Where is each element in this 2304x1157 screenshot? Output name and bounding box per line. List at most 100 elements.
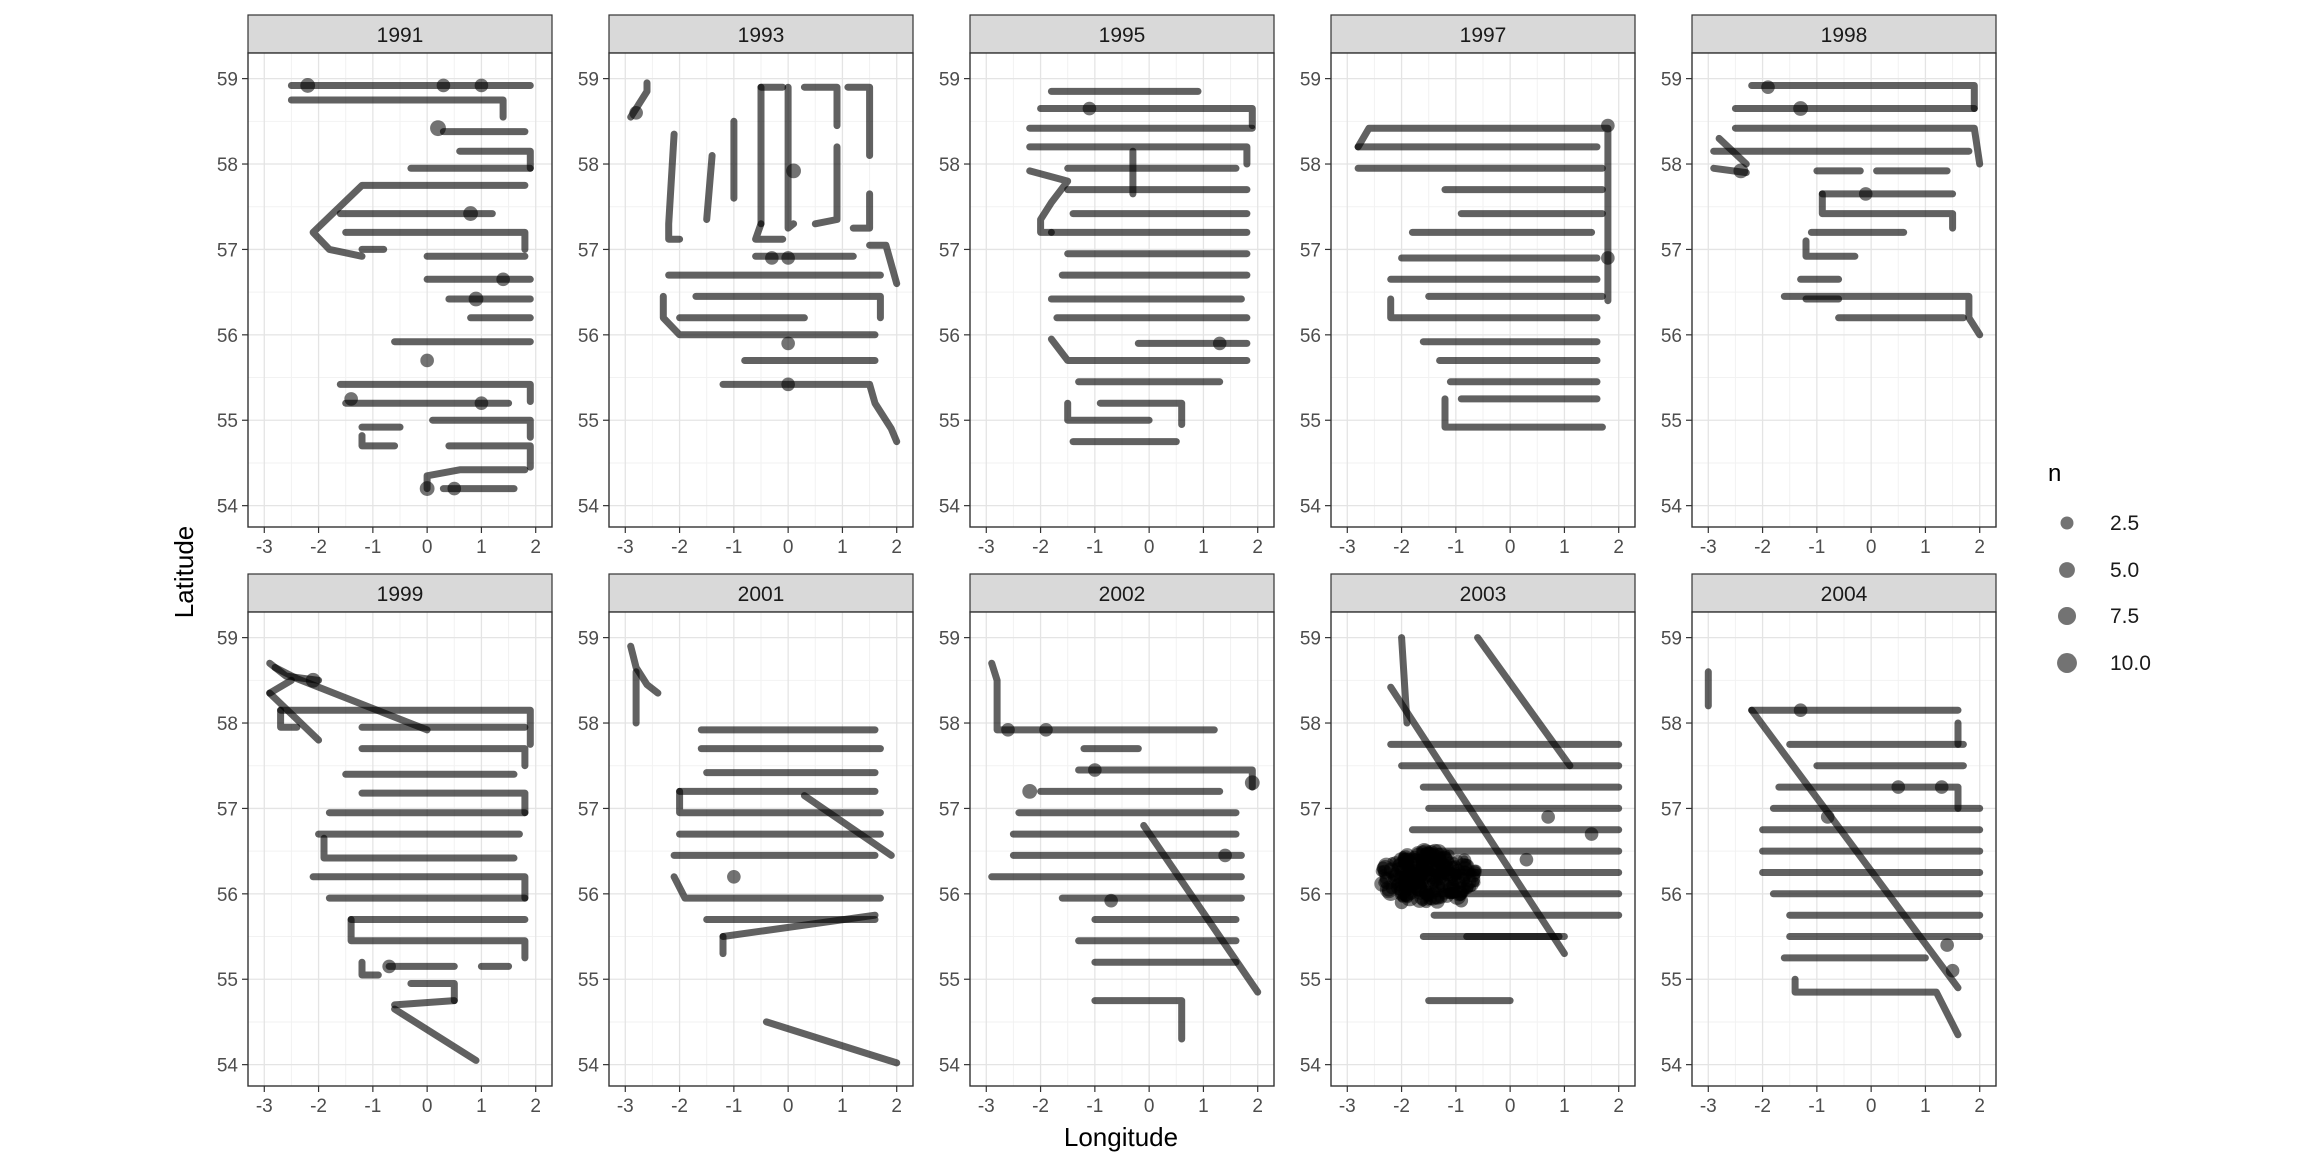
track	[670, 873, 884, 902]
panel-2004-title: 2004	[1821, 583, 1868, 606]
track	[1140, 822, 1262, 996]
track	[719, 911, 879, 940]
track	[866, 241, 901, 288]
y-tick-label: 54	[1300, 497, 1322, 518]
panel-1995: 1995 -3 -2 -1 0 1 2 54 55 56 57 58 59	[939, 14, 1275, 558]
y-tick-label: 58	[217, 714, 238, 735]
y-tick-label: 57	[1300, 799, 1321, 820]
panel-1997-points	[1354, 118, 1615, 431]
y-tick-label: 59	[578, 70, 599, 91]
y-tick-label: 55	[217, 411, 238, 432]
track	[287, 96, 507, 121]
point	[629, 105, 643, 120]
track	[627, 642, 662, 697]
track	[358, 745, 529, 770]
panel-1993: 1993 -3 -2 -1 0 1 2 54 55 56 57 58 59	[578, 14, 914, 558]
y-tick-label: 56	[939, 326, 960, 347]
track	[391, 1005, 480, 1064]
x-tick-label: 0	[783, 537, 794, 558]
x-tick-label: 1	[476, 1096, 487, 1117]
panel-2001-points	[627, 642, 901, 1067]
y-tick-label: 57	[578, 240, 599, 261]
track	[445, 442, 534, 471]
track	[659, 292, 879, 339]
y-tick-label: 56	[1300, 326, 1321, 347]
panel-1998-border	[1691, 52, 1997, 528]
panel-2003-points	[1374, 634, 1623, 1005]
point	[344, 392, 358, 406]
x-tick-label: -2	[671, 537, 688, 558]
y-tick-label: 58	[939, 714, 960, 735]
track	[800, 83, 841, 130]
track	[1441, 395, 1606, 431]
point	[305, 672, 321, 688]
y-tick-label: 56	[1661, 885, 1682, 906]
track	[1064, 399, 1153, 424]
track	[1026, 143, 1251, 168]
x-tick-label: 0	[1866, 1096, 1877, 1117]
track	[1791, 975, 1962, 1039]
track	[309, 181, 529, 260]
track	[1818, 190, 1957, 232]
track	[849, 190, 874, 232]
point	[436, 78, 451, 93]
point	[1001, 723, 1015, 737]
x-tick-label: -3	[256, 1096, 273, 1117]
y-tick-label: 55	[578, 411, 599, 432]
x-tick-label: 2	[1974, 1096, 1985, 1117]
x-tick-label: -2	[1393, 537, 1410, 558]
x-tick-label: -1	[1086, 537, 1103, 558]
point	[1820, 810, 1835, 824]
panel-2003-border	[1330, 611, 1636, 1087]
y-tick-label: 59	[217, 629, 238, 650]
point	[781, 336, 795, 351]
x-tick-label: -2	[310, 537, 327, 558]
x-tick-label: 0	[422, 1096, 433, 1117]
track	[309, 873, 529, 902]
y-tick-label: 59	[1661, 70, 1682, 91]
y-tick-label: 55	[939, 970, 960, 991]
panels-layer: 1991 -3 -2 -1 0 1 2 54 55 56 57 58 59 1993 -3 -2 -1 0 1 2 54…	[217, 14, 1997, 1117]
panel-1998: 1998 -3 -2 -1 0 1 2 54 55 56 57 58 59	[1661, 14, 1997, 558]
x-tick-label: -1	[1086, 1096, 1103, 1117]
point	[447, 481, 462, 496]
panel-2004-border	[1691, 611, 1997, 1087]
track	[407, 980, 458, 1005]
cluster-point	[1429, 873, 1444, 887]
cluster-point	[1447, 859, 1462, 875]
x-tick-label: 2	[530, 1096, 541, 1117]
track	[1802, 237, 1859, 260]
track	[703, 152, 716, 223]
panel-2002: 2002 -3 -2 -1 0 1 2 54 55 56 57 58 59	[939, 573, 1275, 1117]
panel-1998-title: 1998	[1821, 24, 1868, 47]
point	[1761, 80, 1775, 94]
y-tick-label: 54	[578, 497, 600, 518]
panel-1995-points	[1026, 87, 1256, 446]
x-tick-label: 1	[1559, 537, 1570, 558]
track	[429, 416, 534, 441]
legend-key	[2059, 562, 2075, 578]
x-tick-label: 0	[1866, 537, 1877, 558]
y-tick-label: 54	[217, 1056, 239, 1077]
y-tick-label: 59	[1300, 70, 1321, 91]
legend-key	[2057, 653, 2077, 673]
track	[784, 83, 798, 232]
y-tick-label: 59	[939, 70, 960, 91]
y-tick-label: 56	[578, 326, 599, 347]
x-tick-label: -2	[310, 1096, 327, 1117]
x-tick-label: 0	[783, 1096, 794, 1117]
panel-1997-strip	[1330, 14, 1636, 54]
legend-label: 10.0	[2110, 652, 2151, 675]
y-tick-label: 55	[1661, 411, 1682, 432]
track	[277, 706, 534, 748]
panel-1998-points	[1710, 80, 1984, 339]
y-tick-label: 59	[217, 70, 238, 91]
legend-title: n	[2048, 460, 2061, 487]
y-tick-label: 56	[939, 885, 960, 906]
x-tick-label: 2	[530, 537, 541, 558]
track	[1775, 783, 1962, 812]
y-tick-label: 58	[578, 155, 599, 176]
y-tick-label: 57	[578, 799, 599, 820]
y-tick-label: 54	[1661, 1056, 1683, 1077]
